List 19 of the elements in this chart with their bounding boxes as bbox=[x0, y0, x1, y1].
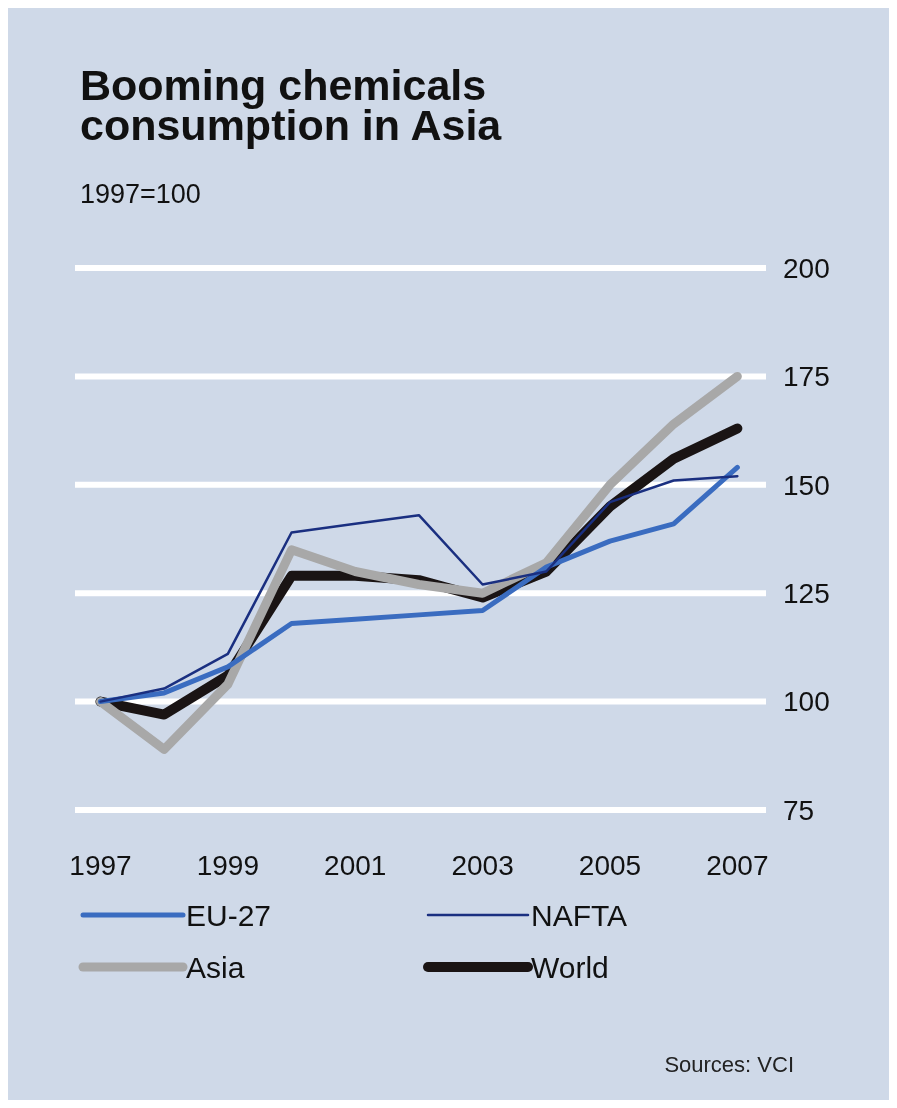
y-tick-label: 100 bbox=[783, 686, 830, 718]
x-tick-label: 2007 bbox=[706, 850, 769, 881]
chart-title: Booming chemicals consumption in Asia bbox=[80, 61, 503, 149]
legend-label: NAFTA bbox=[531, 898, 628, 932]
legend-label: World bbox=[531, 950, 609, 984]
y-tick-label: 200 bbox=[783, 252, 830, 284]
x-tick-label: 2005 bbox=[578, 850, 642, 881]
legend-label: Asia bbox=[186, 950, 245, 984]
y-tick-label: 75 bbox=[783, 794, 815, 826]
y-tick-label: 125 bbox=[783, 578, 830, 609]
y-tick-label: 175 bbox=[783, 361, 830, 393]
x-tick-label: 2003 bbox=[451, 850, 514, 881]
x-tick-label: 1999 bbox=[196, 850, 259, 881]
legend-label: EU-27 bbox=[186, 898, 272, 932]
source-note: Sources: VCI bbox=[664, 1052, 794, 1077]
x-tick-label: 1997 bbox=[69, 850, 132, 881]
chart-subtitle: 1997=100 bbox=[80, 179, 201, 209]
x-tick-label: 2001 bbox=[324, 850, 387, 881]
y-tick-label: 150 bbox=[783, 469, 830, 501]
